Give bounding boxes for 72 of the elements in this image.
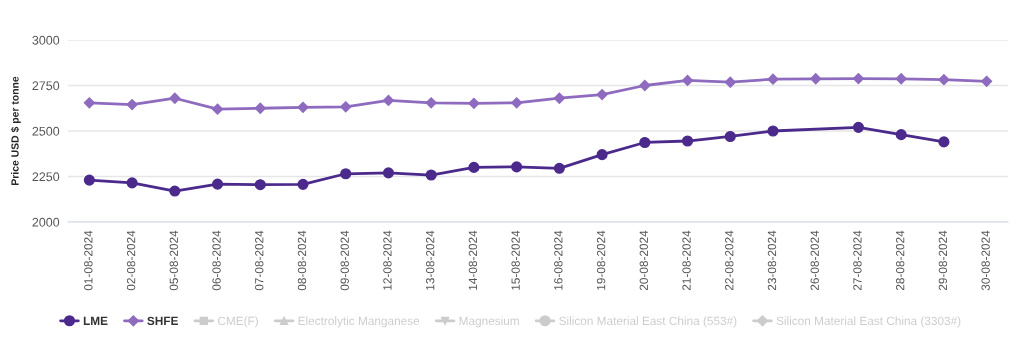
point <box>767 73 779 85</box>
x-tick-label: 13-08-2024 <box>425 230 435 290</box>
point <box>938 136 950 148</box>
point <box>425 169 437 181</box>
x-tick-label: 05-08-2024 <box>169 230 178 291</box>
x-tick-label: 27-08-2024 <box>853 230 862 291</box>
legend-label: LME <box>83 316 108 325</box>
point <box>767 125 779 137</box>
x-tick-label: 23-08-2024 <box>767 230 777 291</box>
x-tick-label: 12-08-2024 <box>383 230 392 290</box>
point <box>852 121 865 133</box>
y-axis-title: Price USD $ per tonne <box>10 76 21 185</box>
point <box>596 149 608 161</box>
x-tick-label: 08-08-2024 <box>297 230 307 291</box>
point <box>83 97 95 109</box>
point <box>681 74 694 87</box>
point <box>724 130 736 143</box>
point <box>254 102 266 114</box>
point <box>639 79 651 92</box>
x-tick-label: 16-08-2024 <box>554 230 563 290</box>
x-tick-label: 19-08-2024 <box>596 230 606 290</box>
point <box>211 178 224 190</box>
y-tick-label: 3000 <box>32 35 60 45</box>
x-tick-label: 07-08-2024 <box>255 230 264 291</box>
x-tick-label: 22-08-2024 <box>725 230 734 291</box>
point <box>169 92 181 104</box>
point <box>938 74 950 86</box>
x-tick-label: 09-08-2024 <box>340 230 349 291</box>
x-tick-label: 14-08-2024 <box>468 230 478 290</box>
point <box>810 73 822 85</box>
point <box>724 76 736 88</box>
point <box>169 185 181 197</box>
point <box>425 97 437 109</box>
point <box>511 161 523 173</box>
x-tick-label: 30-08-2024 <box>981 230 990 291</box>
point <box>553 92 565 104</box>
point <box>639 136 651 149</box>
point <box>553 162 565 174</box>
point <box>468 161 480 173</box>
point <box>126 99 138 111</box>
point <box>981 75 993 87</box>
x-tick-label: 26-08-2024 <box>810 230 819 291</box>
point <box>254 179 266 191</box>
point <box>382 167 395 179</box>
point <box>211 103 224 115</box>
y-tick-label: 2250 <box>32 172 60 182</box>
x-tick-label: 15-08-2024 <box>511 230 520 290</box>
x-tick-label: 01-08-2024 <box>84 230 93 291</box>
point <box>895 129 907 141</box>
point <box>681 135 694 147</box>
point <box>126 177 138 189</box>
x-tick-label: 28-08-2024 <box>895 230 905 291</box>
point <box>297 101 309 113</box>
point <box>340 168 352 180</box>
x-tick-label: 21-08-2024 <box>682 230 691 291</box>
point <box>297 178 309 190</box>
y-tick-label: 2500 <box>32 126 60 136</box>
x-tick-label: 29-08-2024 <box>938 230 948 291</box>
point <box>852 72 865 85</box>
point <box>340 101 352 113</box>
y-tick-label: 2750 <box>32 81 60 91</box>
point <box>382 94 395 107</box>
point <box>511 97 523 109</box>
y-tick-label: 2000 <box>32 217 60 227</box>
point <box>468 97 480 109</box>
point <box>596 88 608 101</box>
x-tick-label: 20-08-2024 <box>639 230 648 291</box>
point <box>83 174 95 186</box>
x-tick-label: 02-08-2024 <box>126 230 136 291</box>
legend-label: SHFE <box>147 316 178 326</box>
x-tick-label: 06-08-2024 <box>212 230 221 291</box>
point <box>895 73 907 85</box>
